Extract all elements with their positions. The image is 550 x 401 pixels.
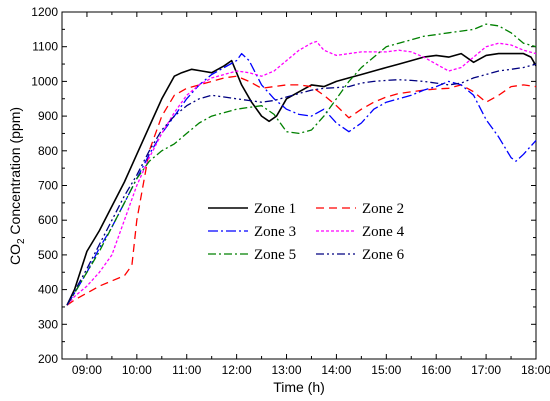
legend-label-zone-3: Zone 3 <box>254 224 296 240</box>
x-tick-label: 17:00 <box>471 363 501 377</box>
y-tick-label: 700 <box>38 179 58 193</box>
plot-area <box>61 11 537 360</box>
legend-label-zone-6: Zone 6 <box>362 247 405 263</box>
x-tick-label: 15:00 <box>371 363 401 377</box>
x-tick-label: 14:00 <box>321 363 351 377</box>
x-tick-label: 10:00 <box>122 363 152 377</box>
series-line-zone-2 <box>66 75 537 306</box>
y-axis-title: CO2 Concentration (ppm) <box>7 107 27 265</box>
legend: Zone 1 Zone 2 Zone 3 Zone 4 Zone 5 Zone 6 <box>208 201 405 263</box>
legend-label-zone-1: Zone 1 <box>254 201 296 217</box>
y-tick-label: 400 <box>38 283 58 297</box>
x-tick-label: 12:00 <box>222 363 252 377</box>
series-line-zone-1 <box>66 52 537 306</box>
x-tick-label: 11:00 <box>172 363 201 377</box>
x-tick-label: 09:00 <box>72 363 102 377</box>
y-tick-label: 500 <box>38 248 58 262</box>
series-line-zone-6 <box>66 63 537 306</box>
series-line-zone-5 <box>66 23 537 306</box>
x-tick-label: 18:00 <box>521 363 550 377</box>
x-axis-title: Time (h) <box>273 379 325 395</box>
y-tick-label: 300 <box>38 317 58 331</box>
y-tick-label: 200 <box>38 352 58 366</box>
legend-label-zone-4: Zone 4 <box>362 224 405 240</box>
y-tick-label: 800 <box>38 144 58 158</box>
y-tick-label: 1200 <box>31 5 58 19</box>
legend-label-zone-2: Zone 2 <box>362 201 404 217</box>
y-tick-label: 900 <box>38 109 58 123</box>
y-tick-label: 1000 <box>31 74 58 88</box>
y-tick-label: 1100 <box>32 40 58 54</box>
series-lines <box>66 23 537 306</box>
x-tick-label: 13:00 <box>272 363 302 377</box>
y-tick-label: 600 <box>38 213 58 227</box>
x-tick-label: 16:00 <box>421 363 451 377</box>
legend-label-zone-5: Zone 5 <box>254 247 296 263</box>
axis-ticks: 200 300 400 500 600 700 800 900 1000 1100 1200 09:0… <box>31 5 550 377</box>
series-line-zone-4 <box>66 40 537 306</box>
series-line-zone-3 <box>66 52 537 306</box>
